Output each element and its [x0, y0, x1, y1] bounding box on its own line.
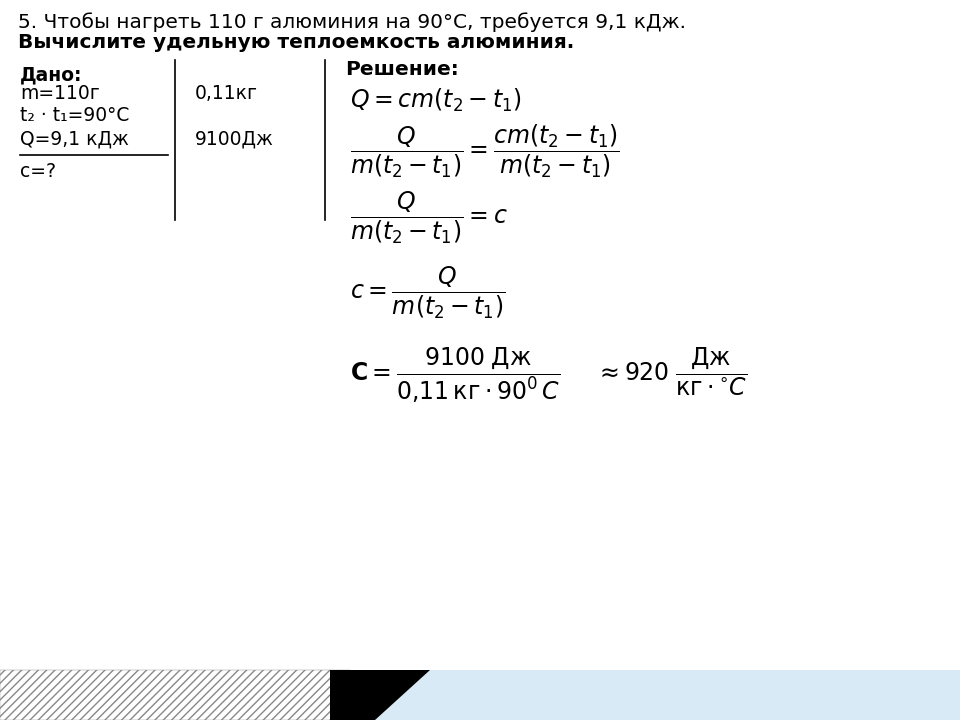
Text: $\dfrac{Q}{m\left(t_2 - t_1\right)} = c$: $\dfrac{Q}{m\left(t_2 - t_1\right)} = c$	[350, 190, 508, 246]
Text: Вычислите удельную теплоемкость алюминия.: Вычислите удельную теплоемкость алюминия…	[18, 33, 574, 52]
Text: Q=9,1 кДж: Q=9,1 кДж	[20, 129, 129, 148]
Text: $Q = cm\left(t_2 - t_1\right)$: $Q = cm\left(t_2 - t_1\right)$	[350, 87, 522, 114]
Text: $\mathbf{C} = \dfrac{9100\;\mathsf{Дж}}{0{,}11\,\mathsf{кг}\cdot 90^0\,C}$: $\mathbf{C} = \dfrac{9100\;\mathsf{Дж}}{…	[350, 345, 560, 405]
Text: c=?: c=?	[20, 162, 56, 181]
Text: 0,11кг: 0,11кг	[195, 84, 258, 103]
Text: $\approx 920\;\dfrac{\mathsf{Дж}}{\mathsf{кг}\cdot\!{^\circ}\!C}$: $\approx 920\;\dfrac{\mathsf{Дж}}{\maths…	[595, 345, 747, 397]
Text: Решение:: Решение:	[345, 60, 459, 79]
Text: t₂ · t₁=90°С: t₂ · t₁=90°С	[20, 106, 130, 125]
Polygon shape	[350, 670, 960, 720]
Text: $c = \dfrac{Q}{m\left(t_2 - t_1\right)}$: $c = \dfrac{Q}{m\left(t_2 - t_1\right)}$	[350, 265, 505, 320]
Text: 9100Дж: 9100Дж	[195, 129, 274, 148]
Polygon shape	[0, 670, 350, 720]
Text: m=110г: m=110г	[20, 84, 100, 103]
Polygon shape	[330, 670, 430, 720]
Text: $\dfrac{Q}{m\left(t_2 - t_1\right)} = \dfrac{cm\left(t_2 - t_1\right)}{m\left(t_: $\dfrac{Q}{m\left(t_2 - t_1\right)} = \d…	[350, 122, 620, 180]
Text: Дано:: Дано:	[20, 65, 83, 84]
Text: 5. Чтобы нагреть 110 г алюминия на 90°С, требуется 9,1 кДж.: 5. Чтобы нагреть 110 г алюминия на 90°С,…	[18, 12, 686, 32]
